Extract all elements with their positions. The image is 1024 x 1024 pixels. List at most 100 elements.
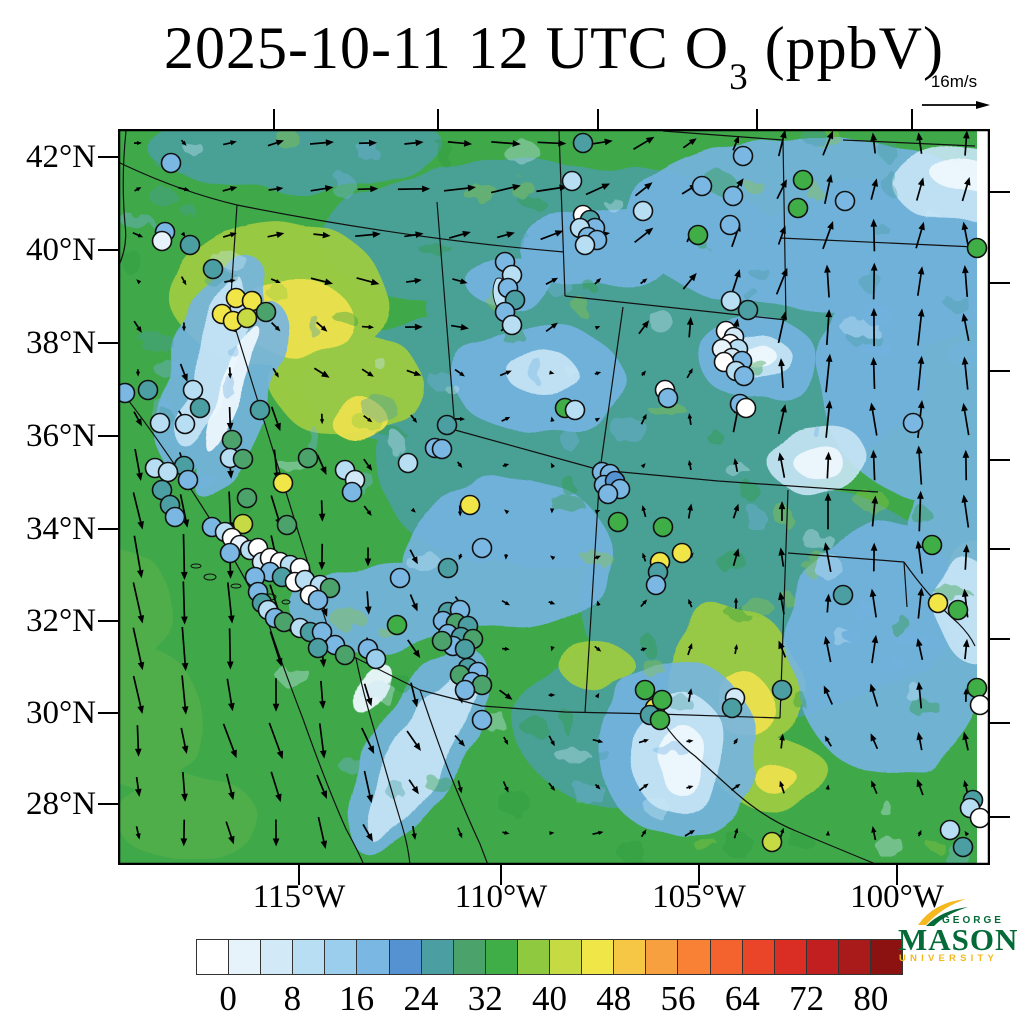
right-tick: [990, 282, 1010, 284]
colorbar-tick-label: 56: [660, 979, 696, 1018]
lon-tick: [500, 865, 502, 885]
station-marker: [947, 599, 969, 621]
station-marker: [471, 537, 493, 559]
lon-tick: [698, 865, 700, 885]
lon-tick: [298, 865, 300, 885]
lat-tick: [98, 528, 118, 530]
station-marker: [236, 307, 258, 329]
colorbar-tick-label: 32: [467, 979, 503, 1018]
colorbar-cell: [645, 939, 678, 975]
station-marker: [966, 237, 988, 259]
right-tick: [990, 638, 1010, 640]
station-marker: [607, 511, 629, 533]
station-marker: [219, 542, 241, 564]
colorbar-cell: [773, 939, 806, 975]
colorbar-cell: [613, 939, 646, 975]
station-marker: [792, 169, 814, 191]
colorbar-tick-label: 8: [283, 979, 302, 1018]
colorbar-tick-label: 24: [403, 979, 439, 1018]
title-datetime: 2025-10-11 12 UTC O: [164, 15, 730, 81]
colorbar-cell: [420, 939, 453, 975]
lat-label: 42°N: [25, 139, 96, 175]
right-tick: [990, 722, 1010, 724]
station-marker: [454, 679, 476, 701]
station-marker: [397, 452, 419, 474]
colorbar-cell: [581, 939, 614, 975]
lon-label: 100°W: [850, 879, 944, 915]
station-marker: [952, 836, 974, 858]
station-marker: [720, 290, 742, 312]
lon-label: 115°W: [252, 879, 346, 915]
logo-text-mason: MASON: [898, 922, 1019, 957]
station-marker: [307, 637, 329, 659]
station-marker: [334, 644, 356, 666]
station-marker: [732, 145, 754, 167]
station-marker: [671, 542, 693, 564]
station-marker: [657, 387, 679, 409]
station-marker: [564, 399, 586, 421]
station-marker: [160, 152, 182, 174]
station-marker: [437, 557, 459, 579]
colorbar-cell: [709, 939, 742, 975]
station-marker: [719, 214, 741, 236]
top-tick: [597, 109, 599, 129]
station-marker: [939, 819, 961, 841]
station-marker: [969, 694, 990, 716]
wind-reference-arrow-icon: [922, 101, 990, 109]
ozone-map: [118, 129, 990, 865]
station-marker: [436, 414, 458, 436]
station-marker: [771, 679, 793, 701]
station-marker: [574, 234, 596, 256]
lat-tick: [98, 712, 118, 714]
station-marker: [737, 299, 759, 321]
colorbar-cell: [869, 939, 904, 975]
colorbar-cell: [484, 939, 517, 975]
station-marker: [561, 170, 583, 192]
station-marker: [341, 481, 363, 503]
colorbar-tick-label: 16: [339, 979, 375, 1018]
lat-label: 30°N: [25, 695, 96, 731]
university-logo: GEORGE MASON UNIVERSITY: [896, 899, 1019, 968]
lat-label: 34°N: [25, 511, 96, 547]
colorbar-tick-label: 0: [219, 979, 237, 1018]
station-marker: [307, 589, 329, 611]
lat-label: 32°N: [25, 603, 96, 639]
station-marker: [189, 397, 211, 419]
station-marker: [232, 513, 254, 535]
colorbar-cell: [292, 939, 325, 975]
station-marker: [431, 630, 453, 652]
lat-tick: [98, 342, 118, 344]
lon-tick: [896, 865, 898, 885]
colorbar-cell: [805, 939, 838, 975]
lat-tick: [98, 156, 118, 158]
colorbar-tick-label: 48: [596, 979, 632, 1018]
station-marker: [386, 614, 408, 636]
top-tick: [273, 109, 275, 129]
lat-label: 36°N: [25, 418, 96, 454]
colorbar-cell: [228, 939, 261, 975]
station-marker: [735, 397, 757, 419]
lat-tick: [98, 620, 118, 622]
title-subscript: 3: [729, 57, 749, 99]
lat-tick: [98, 803, 118, 805]
station-marker: [902, 412, 924, 434]
colorbar-cell: [356, 939, 389, 975]
colorbar: [196, 939, 904, 975]
station-marker: [597, 483, 619, 505]
lat-label: 28°N: [25, 786, 96, 822]
colorbar-cell: [516, 939, 550, 975]
station-marker: [221, 429, 243, 451]
station-marker: [722, 185, 744, 207]
station-marker: [459, 494, 481, 516]
right-tick: [990, 191, 1010, 193]
station-marker: [787, 197, 809, 219]
station-marker: [733, 365, 755, 387]
station-marker: [645, 574, 667, 596]
map-frame: [118, 129, 990, 865]
right-tick: [990, 370, 1010, 372]
station-marker: [151, 230, 173, 252]
station-marker: [471, 674, 493, 696]
station-marker: [832, 584, 854, 606]
colorbar-tick-label: 72: [789, 979, 825, 1018]
page-title: 2025-10-11 12 UTC O3 (ppbV): [118, 14, 990, 98]
